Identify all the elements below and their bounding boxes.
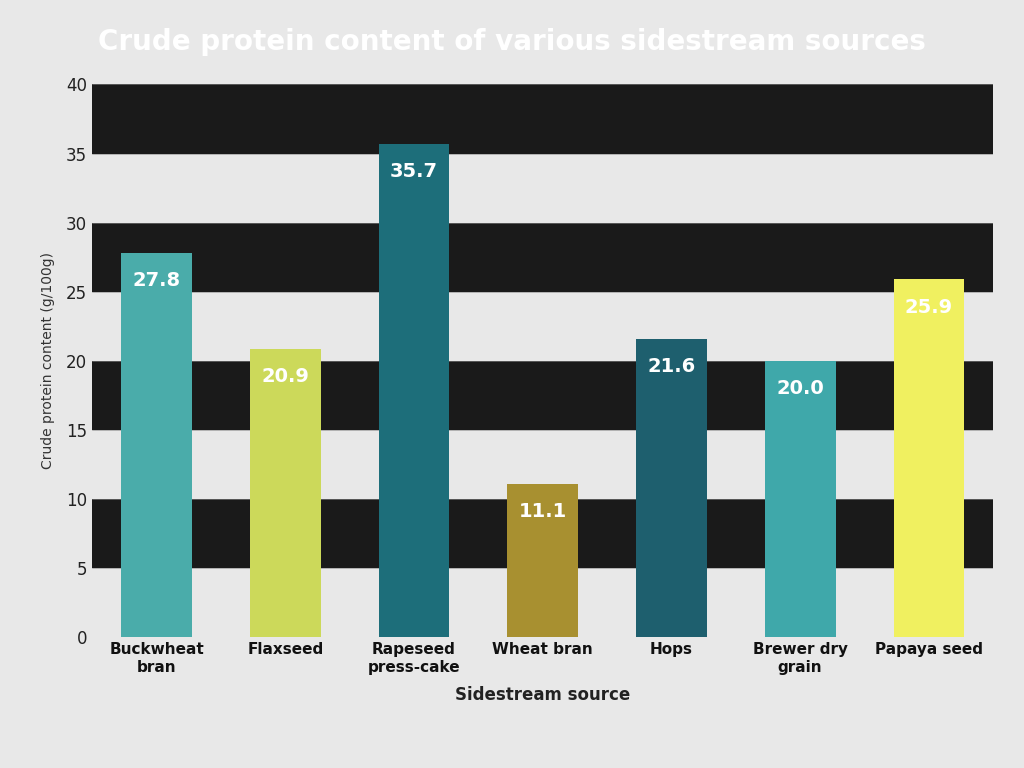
Text: 35.7: 35.7 (390, 162, 438, 181)
Y-axis label: Crude protein content (g/100g): Crude protein content (g/100g) (41, 253, 55, 469)
Bar (636, 339, 707, 637)
Text: 25.9: 25.9 (905, 297, 953, 316)
Bar (92, 84, 993, 154)
Bar (765, 361, 836, 637)
Text: 27.8: 27.8 (132, 271, 180, 290)
Bar (121, 253, 191, 637)
Text: 20.0: 20.0 (776, 379, 824, 398)
Bar (379, 144, 450, 637)
Bar (250, 349, 321, 637)
Bar (92, 154, 993, 223)
Bar (894, 280, 965, 637)
Bar (507, 484, 579, 637)
X-axis label: Sidestream source: Sidestream source (455, 686, 631, 703)
Text: 21.6: 21.6 (647, 357, 695, 376)
Text: 11.1: 11.1 (518, 502, 567, 521)
Text: 20.9: 20.9 (261, 366, 309, 386)
Bar (92, 568, 993, 637)
Bar (92, 361, 993, 430)
Bar (92, 499, 993, 568)
Bar (92, 430, 993, 499)
Bar (92, 223, 993, 292)
Text: Crude protein content of various sidestream sources: Crude protein content of various sidestr… (98, 28, 926, 56)
Bar (92, 292, 993, 361)
